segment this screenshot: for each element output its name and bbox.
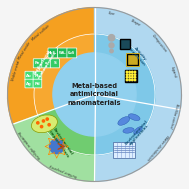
- Text: Noble metal: Noble metal: [11, 60, 21, 81]
- Circle shape: [134, 79, 136, 81]
- Text: Environmental
applications: Environmental applications: [124, 119, 152, 149]
- Circle shape: [110, 49, 113, 53]
- Text: CuS: CuS: [68, 51, 75, 55]
- FancyBboxPatch shape: [125, 70, 137, 82]
- FancyBboxPatch shape: [120, 39, 130, 49]
- Wedge shape: [38, 109, 94, 155]
- Circle shape: [37, 122, 39, 124]
- FancyBboxPatch shape: [42, 59, 51, 68]
- Circle shape: [126, 79, 128, 81]
- Circle shape: [126, 77, 128, 78]
- FancyBboxPatch shape: [67, 48, 77, 58]
- Text: WS₂: WS₂: [59, 51, 66, 55]
- Wedge shape: [94, 94, 181, 181]
- Circle shape: [129, 77, 130, 78]
- Circle shape: [108, 35, 115, 41]
- Text: S: S: [53, 61, 56, 65]
- Circle shape: [48, 124, 50, 126]
- Ellipse shape: [118, 117, 130, 125]
- Text: Biofilm control: Biofilm control: [169, 103, 179, 129]
- Circle shape: [46, 118, 48, 120]
- Circle shape: [50, 139, 64, 154]
- Circle shape: [134, 77, 136, 78]
- Circle shape: [109, 43, 114, 48]
- Text: Antibacterial
nanomaterials: Antibacterial nanomaterials: [33, 48, 57, 79]
- Circle shape: [53, 53, 136, 136]
- Wedge shape: [94, 34, 155, 105]
- Text: Metal oxide: Metal oxide: [18, 41, 32, 61]
- Text: Ag: Ag: [26, 81, 32, 86]
- FancyBboxPatch shape: [113, 142, 135, 158]
- Ellipse shape: [134, 127, 142, 134]
- Text: nanomaterials: nanomaterials: [68, 100, 121, 106]
- FancyBboxPatch shape: [33, 59, 42, 68]
- Circle shape: [42, 120, 45, 122]
- Circle shape: [134, 71, 136, 73]
- FancyBboxPatch shape: [48, 48, 58, 58]
- Text: Activity
regulation: Activity regulation: [127, 44, 149, 67]
- Circle shape: [129, 79, 130, 81]
- Text: Composition: Composition: [151, 34, 168, 54]
- Circle shape: [40, 125, 43, 128]
- Ellipse shape: [31, 115, 57, 133]
- Text: Metal-based: Metal-based: [71, 83, 118, 89]
- Circle shape: [126, 71, 128, 73]
- Circle shape: [126, 74, 128, 75]
- Circle shape: [132, 79, 133, 81]
- FancyBboxPatch shape: [57, 48, 67, 58]
- Text: Shape: Shape: [130, 19, 141, 28]
- Wedge shape: [94, 8, 181, 110]
- FancyBboxPatch shape: [33, 79, 42, 88]
- Wedge shape: [8, 8, 94, 124]
- Text: Pt: Pt: [35, 74, 40, 78]
- FancyBboxPatch shape: [127, 54, 138, 65]
- FancyBboxPatch shape: [33, 71, 42, 80]
- FancyBboxPatch shape: [25, 71, 34, 80]
- Circle shape: [129, 71, 130, 73]
- Text: Pd: Pd: [35, 81, 40, 86]
- Ellipse shape: [128, 114, 140, 121]
- Circle shape: [129, 74, 130, 75]
- Wedge shape: [34, 34, 94, 115]
- FancyBboxPatch shape: [50, 59, 59, 68]
- Circle shape: [132, 74, 133, 75]
- Text: Water disinfection: Water disinfection: [146, 134, 169, 161]
- Ellipse shape: [123, 128, 134, 133]
- Text: Metal sulfide: Metal sulfide: [31, 24, 50, 41]
- Text: Size: Size: [108, 11, 115, 17]
- Circle shape: [132, 71, 133, 73]
- Text: Ligand: Ligand: [170, 66, 177, 78]
- Text: Au: Au: [26, 74, 32, 78]
- Text: antimicrobial: antimicrobial: [70, 91, 119, 98]
- Text: Surface property: Surface property: [49, 163, 78, 178]
- Wedge shape: [13, 115, 94, 181]
- Text: Environmental
impact factors: Environmental impact factors: [48, 127, 74, 158]
- Circle shape: [132, 77, 133, 78]
- FancyBboxPatch shape: [25, 79, 34, 88]
- Text: Fe: Fe: [35, 61, 40, 65]
- Wedge shape: [94, 94, 155, 155]
- Text: MoS₂: MoS₂: [48, 51, 58, 55]
- Circle shape: [134, 74, 136, 75]
- Text: ε: ε: [45, 61, 47, 65]
- Text: Sunlight irradiating: Sunlight irradiating: [18, 130, 42, 160]
